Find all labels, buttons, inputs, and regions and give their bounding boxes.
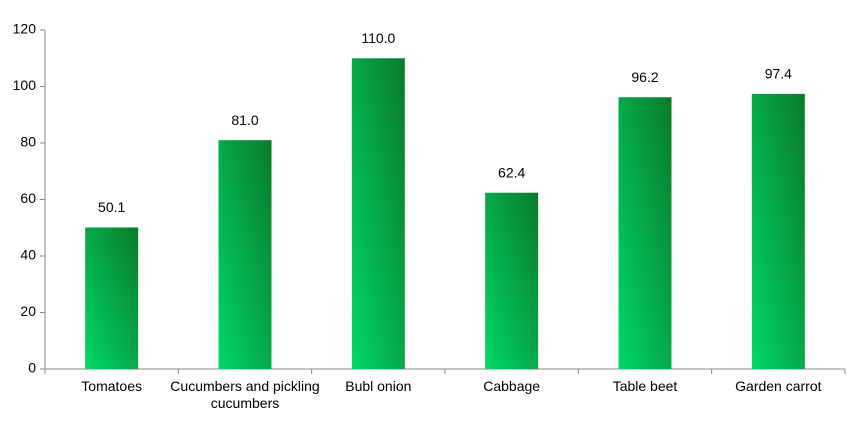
x-tick-label: Cabbage — [483, 378, 541, 394]
value-label: 81.0 — [231, 112, 258, 128]
y-tick-label: 80 — [20, 134, 36, 150]
value-label: 50.1 — [98, 199, 125, 215]
value-label: 110.0 — [361, 30, 395, 46]
value-label: 62.4 — [498, 164, 525, 180]
y-tick-label: 0 — [28, 360, 36, 376]
x-tick-label: Garden carrot — [735, 378, 822, 394]
bar — [351, 58, 405, 369]
bar — [218, 140, 272, 369]
bar — [85, 227, 139, 369]
value-label: 96.2 — [631, 69, 658, 85]
value-label: 97.4 — [765, 66, 792, 82]
x-tick-label: Table beet — [612, 378, 678, 394]
y-tick-label: 120 — [13, 21, 37, 37]
bar — [485, 192, 539, 369]
bar — [751, 93, 805, 369]
y-tick-label: 40 — [20, 247, 36, 263]
y-tick-label: 100 — [13, 77, 37, 93]
x-tick-label: Tomatoes — [81, 378, 142, 394]
y-tick-label: 20 — [20, 303, 36, 319]
y-tick-label: 60 — [20, 190, 36, 206]
bar — [618, 97, 672, 370]
x-tick-label: Bubl onion — [345, 378, 412, 394]
x-tick-label: Cucumbers and pickling cucumbers — [170, 378, 320, 411]
